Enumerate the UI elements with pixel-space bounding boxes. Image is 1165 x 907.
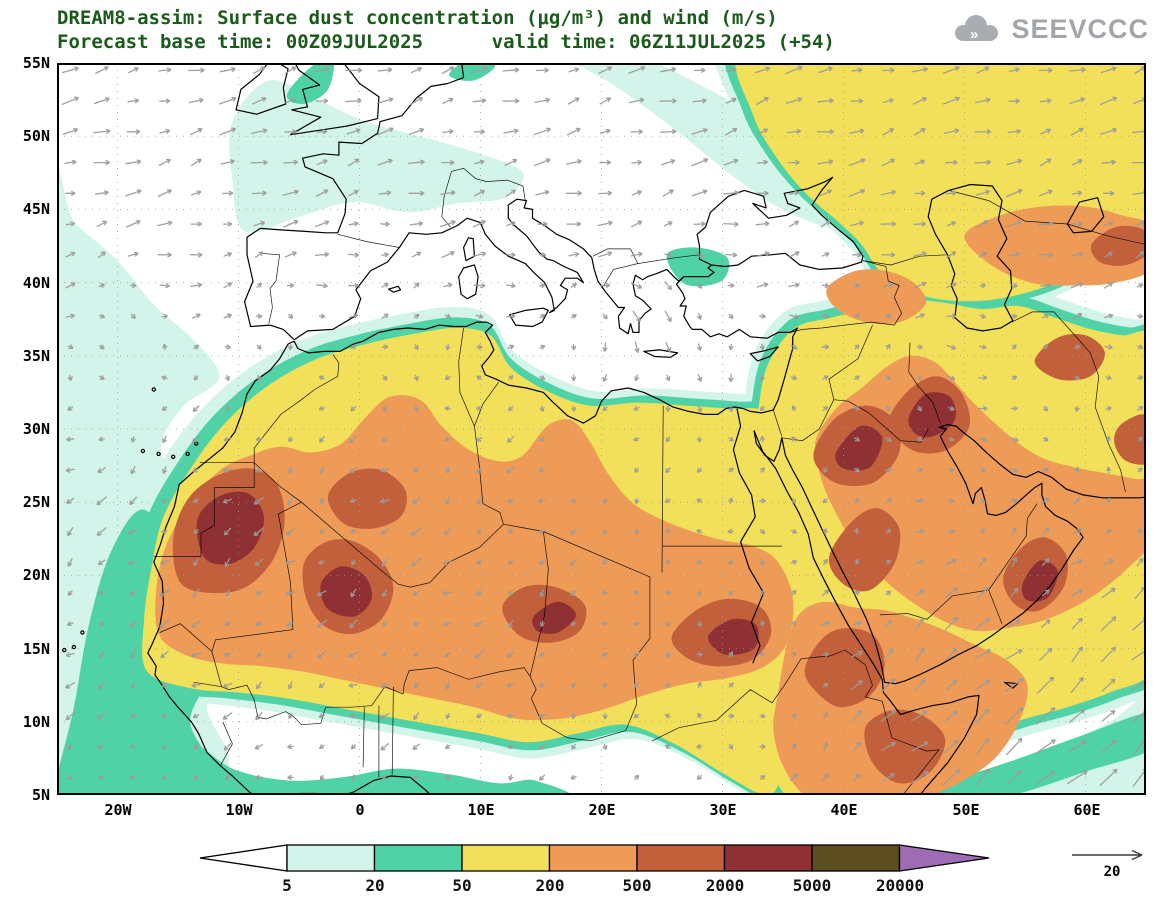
border-layer (153, 168, 1146, 795)
lat-tick-label: 5N (31, 786, 50, 804)
map-border (57, 63, 1146, 795)
logo-text: SEEVCCC (1011, 13, 1149, 44)
lat-tick-label: 25N (22, 493, 50, 511)
lon-tick-label: 60E (1073, 801, 1101, 819)
colorbar-level-label: 20 (365, 876, 385, 895)
lat-tick-label: 35N (22, 347, 50, 365)
colorbar-scale (199, 844, 990, 872)
cloud-icon: » (955, 15, 999, 43)
map-canvas (57, 63, 1146, 795)
wind-arrows-layer (61, 65, 1146, 787)
lon-tick-label: 20E (588, 801, 616, 819)
map-frame (57, 63, 1146, 795)
colorbar-level-label: 500 (622, 876, 652, 895)
colorbar-level-label: 50 (452, 876, 472, 895)
title-line-2: Forecast base time: 00Z09JUL2025 valid t… (57, 31, 835, 53)
colorbar-level-label: 5 (282, 876, 292, 895)
lat-tick-label: 20N (22, 566, 50, 584)
coastline-layer (62, 63, 1146, 795)
lat-tick-label: 30N (22, 420, 50, 438)
lat-tick-label: 45N (22, 200, 50, 218)
lat-tick-label: 55N (22, 54, 50, 72)
lat-tick-label: 15N (22, 640, 50, 658)
colorbar-level-label: 20000 (875, 876, 925, 895)
colorbar-level-label: 200 (535, 876, 565, 895)
wind-reference-arrow (1072, 849, 1143, 861)
lat-tick-label: 50N (22, 127, 50, 145)
lat-tick-label: 10N (22, 713, 50, 731)
colorbar-level-label: 5000 (792, 876, 832, 895)
lon-tick-label: 0 (355, 801, 365, 819)
lon-tick-label: 40E (830, 801, 858, 819)
dust-layer (57, 63, 1146, 795)
colorbar: 5 20 50 200 500 2000 5000 20000 (199, 843, 991, 903)
title-line-1: DREAM8-assim: Surface dust concentration… (57, 7, 778, 29)
wind-reference-label: 20 (1103, 864, 1121, 880)
colorbar-level-label: 2000 (705, 876, 745, 895)
lon-tick-label: 30E (709, 801, 737, 819)
lon-tick-label: 20W (104, 801, 132, 819)
svg-text:»: » (970, 26, 978, 43)
lat-tick-label: 40N (22, 274, 50, 292)
lon-tick-label: 10W (225, 801, 253, 819)
seevccc-logo: » SEEVCCC (950, 12, 1149, 46)
wind-reference: 20 (1066, 846, 1158, 880)
lon-tick-label: 50E (952, 801, 980, 819)
lon-tick-label: 10E (467, 801, 495, 819)
